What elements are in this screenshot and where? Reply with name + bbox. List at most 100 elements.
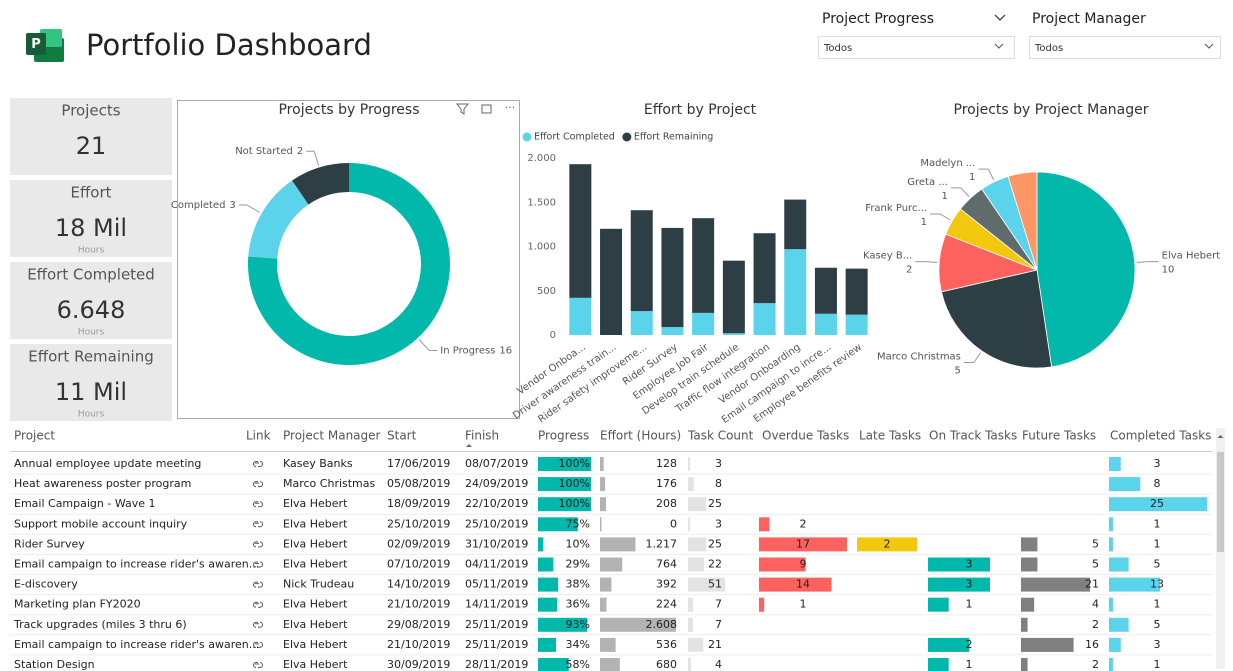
card-unit: Hours bbox=[78, 246, 105, 256]
dropdown[interactable] bbox=[1029, 36, 1221, 59]
cell-finish: 25/11/2019 bbox=[465, 638, 528, 651]
cell-value: 2 bbox=[1092, 618, 1099, 631]
kpi-card bbox=[10, 262, 172, 339]
cell-finish: 04/11/2019 bbox=[465, 558, 528, 571]
slice-label: Not Started 2 bbox=[235, 146, 303, 157]
cell-value: 8 bbox=[1154, 477, 1161, 490]
cell-finish: 14/11/2019 bbox=[465, 598, 528, 611]
chart-title: Projects by Progress bbox=[278, 102, 419, 118]
cell-value: 21 bbox=[1085, 578, 1099, 591]
card-title: Effort bbox=[70, 184, 111, 202]
cell-bar bbox=[688, 457, 691, 471]
focus-icon[interactable] bbox=[481, 104, 492, 114]
cell-manager: Marco Christmas bbox=[283, 477, 376, 490]
cell-bar bbox=[759, 557, 806, 572]
cell-project: Station Design bbox=[14, 658, 95, 671]
link-icon[interactable] bbox=[253, 461, 263, 467]
bar-segment bbox=[814, 267, 837, 314]
filter-progress[interactable]: Project Progress Todos bbox=[818, 11, 1015, 59]
cell-value: 1 bbox=[1154, 658, 1161, 671]
card-value: 18 Mil bbox=[55, 214, 127, 242]
cell-bar bbox=[600, 497, 607, 512]
bar-segment bbox=[569, 164, 592, 298]
cell-value: 10% bbox=[566, 537, 590, 550]
cell-bar bbox=[1021, 577, 1090, 592]
link-icon[interactable] bbox=[253, 561, 263, 568]
cell-value: 2 bbox=[966, 638, 973, 651]
pie-slice bbox=[1007, 171, 1038, 271]
link-icon[interactable] bbox=[253, 662, 263, 668]
bar-segment bbox=[753, 233, 776, 304]
bar-segment bbox=[845, 314, 868, 335]
leader-line bbox=[950, 187, 970, 198]
cell-value: 3 bbox=[966, 558, 973, 571]
dropdown-value: Todos bbox=[823, 43, 852, 54]
slice-value: 3 bbox=[229, 200, 235, 211]
card-value: 11 Mil bbox=[55, 378, 127, 406]
cell-start: 05/08/2019 bbox=[387, 477, 450, 490]
more-icon[interactable]: ··· bbox=[505, 101, 516, 114]
cell-manager: Nick Trudeau bbox=[283, 578, 354, 591]
cell-value: 75% bbox=[566, 517, 590, 530]
bar-segment bbox=[784, 249, 807, 335]
cell-bar bbox=[759, 577, 832, 592]
cell-bar bbox=[688, 617, 694, 632]
kpi-card bbox=[10, 98, 172, 175]
scroll-up[interactable] bbox=[1217, 435, 1224, 438]
cell-finish: 24/09/2019 bbox=[465, 477, 528, 490]
cell-value: 25 bbox=[1150, 497, 1164, 510]
cell-bar bbox=[857, 537, 917, 552]
cell-value: 14 bbox=[796, 578, 810, 591]
cell-value: 1 bbox=[1154, 598, 1161, 611]
leader-line bbox=[306, 150, 320, 166]
cell-bar bbox=[759, 537, 847, 552]
slice-label: In Progress 16 bbox=[440, 346, 512, 357]
cell-value: 536 bbox=[656, 638, 677, 651]
filter-icon[interactable] bbox=[455, 103, 470, 115]
link-icon[interactable] bbox=[253, 601, 263, 608]
slice-value: 16 bbox=[499, 346, 512, 357]
leader-line bbox=[915, 261, 938, 264]
leader-line bbox=[930, 213, 951, 221]
scroll-thumb[interactable] bbox=[1217, 452, 1224, 552]
cell-finish: 08/07/2019 bbox=[465, 457, 528, 470]
cell-manager: Elva Hebert bbox=[283, 537, 348, 550]
cell-value: 51 bbox=[708, 578, 722, 591]
cell-value: 1 bbox=[800, 598, 807, 611]
leader-line bbox=[978, 168, 995, 181]
kpi-card bbox=[10, 180, 172, 257]
donut-slice bbox=[248, 180, 309, 259]
dropdown[interactable] bbox=[818, 36, 1015, 59]
cell-project: Email campaign to increase rider's aware… bbox=[14, 558, 259, 571]
column-header: Future Tasks bbox=[1022, 429, 1096, 443]
column-header: Progress bbox=[538, 429, 589, 443]
cell-value: 224 bbox=[656, 598, 677, 611]
column-header: Project Manager bbox=[283, 429, 381, 443]
cell-bar bbox=[688, 557, 704, 572]
link-icon[interactable] bbox=[253, 581, 263, 588]
donut-frame: ··· bbox=[177, 100, 520, 419]
legend-label: Effort Completed bbox=[534, 132, 615, 143]
bar-segment bbox=[722, 333, 745, 335]
column-header: Effort (Hours) bbox=[600, 429, 681, 443]
bar-segment bbox=[692, 312, 715, 335]
bar-segment bbox=[661, 327, 684, 335]
link-icon[interactable] bbox=[253, 621, 263, 628]
column-header: Completed Tasks bbox=[1110, 429, 1211, 443]
link-icon[interactable] bbox=[253, 501, 263, 508]
cell-finish: 05/11/2019 bbox=[465, 578, 528, 591]
cell-bar bbox=[600, 557, 623, 572]
cell-bar bbox=[688, 497, 707, 512]
cell-finish: 25/10/2019 bbox=[465, 517, 528, 530]
cell-value: 100% bbox=[559, 477, 590, 490]
cell-bar bbox=[1109, 637, 1121, 652]
filter-manager[interactable]: Project Manager Todos bbox=[1029, 11, 1221, 59]
cell-bar bbox=[688, 637, 704, 652]
link-icon[interactable] bbox=[253, 521, 263, 528]
link-icon[interactable] bbox=[253, 481, 263, 488]
cell-value: 21 bbox=[708, 638, 722, 651]
slice-category: Greta ... bbox=[907, 177, 948, 188]
cell-value: 2.608 bbox=[646, 618, 678, 631]
link-icon[interactable] bbox=[253, 641, 263, 648]
link-icon[interactable] bbox=[253, 541, 263, 548]
